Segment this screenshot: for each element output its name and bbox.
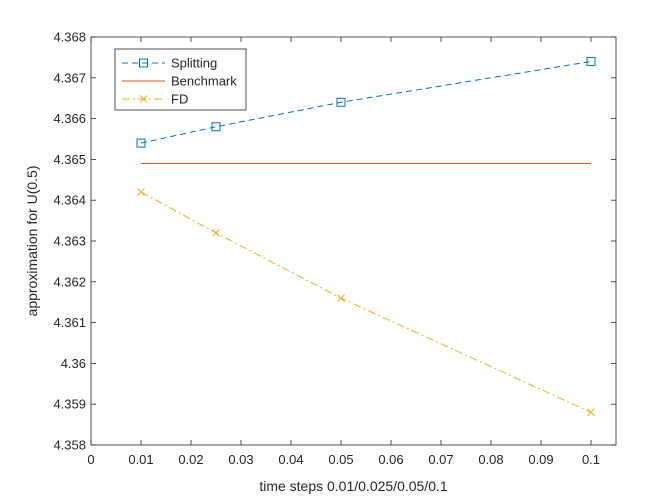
- x-tick-label: 0.02: [178, 452, 203, 467]
- legend-box: [114, 48, 247, 111]
- x-tick-label: 0.07: [428, 452, 453, 467]
- legend-label-splitting: Splitting: [171, 56, 217, 71]
- x-tick-label: 0.04: [278, 452, 303, 467]
- x-tick-label: 0.01: [128, 452, 153, 467]
- x-tick-label: 0.06: [378, 452, 403, 467]
- series-line-splitting: [140, 60, 592, 144]
- legend-marker-splitting: [139, 58, 148, 68]
- x-axis: 0 0.01 0.02 0.03 0.04 0.05 0.06 0.07 0.08 0.09 0.1: [87, 37, 600, 467]
- data-point-fd: [137, 188, 145, 196]
- x-tick-label: 0.08: [478, 452, 503, 467]
- x-tick-label: 0.03: [228, 452, 253, 467]
- y-tick-label: 4.366: [53, 111, 86, 126]
- data-point-splitting: [211, 122, 221, 132]
- y-tick-label: 4.367: [53, 70, 86, 85]
- x-tick-label: 0.09: [528, 452, 553, 467]
- x-axis-label: time steps 0.01/0.025/0.05/0.1: [259, 478, 448, 494]
- y-tick-label: 4.361: [53, 315, 86, 330]
- x-tick-label: 0: [87, 452, 94, 467]
- x-tick-label: 0.1: [582, 452, 600, 467]
- data-point-fd: [337, 294, 345, 302]
- x-tick-label: 0.05: [328, 452, 353, 467]
- y-tick-label: 4.368: [53, 30, 86, 45]
- legend-label-fd: FD: [171, 92, 188, 107]
- data-point-fd: [212, 228, 220, 237]
- y-axis: 4.358 4.359 4.36 4.361 4.362 4.363 4.364 4.365 4…: [53, 30, 616, 453]
- y-tick-label: 4.364: [53, 193, 86, 208]
- legend-label-benchmark: Benchmark: [171, 74, 237, 89]
- y-tick-label: 4.36: [61, 356, 86, 371]
- data-point-fd: [587, 408, 595, 417]
- series-line-fd: [140, 191, 592, 413]
- data-point-splitting: [136, 138, 146, 148]
- y-tick-label: 4.362: [53, 274, 86, 289]
- data-point-splitting: [586, 56, 596, 66]
- legend-marker-fd: [139, 95, 148, 103]
- y-axis-label: approximation for U(0.5): [24, 166, 40, 317]
- y-tick-label: 4.359: [53, 397, 86, 412]
- legend: Splitting Benchmark FD: [114, 48, 247, 111]
- y-tick-label: 4.358: [53, 438, 86, 453]
- data-point-splitting: [336, 97, 346, 107]
- y-tick-label: 4.363: [53, 234, 86, 249]
- y-tick-label: 4.365: [53, 152, 86, 167]
- series-layer: [136, 56, 596, 417]
